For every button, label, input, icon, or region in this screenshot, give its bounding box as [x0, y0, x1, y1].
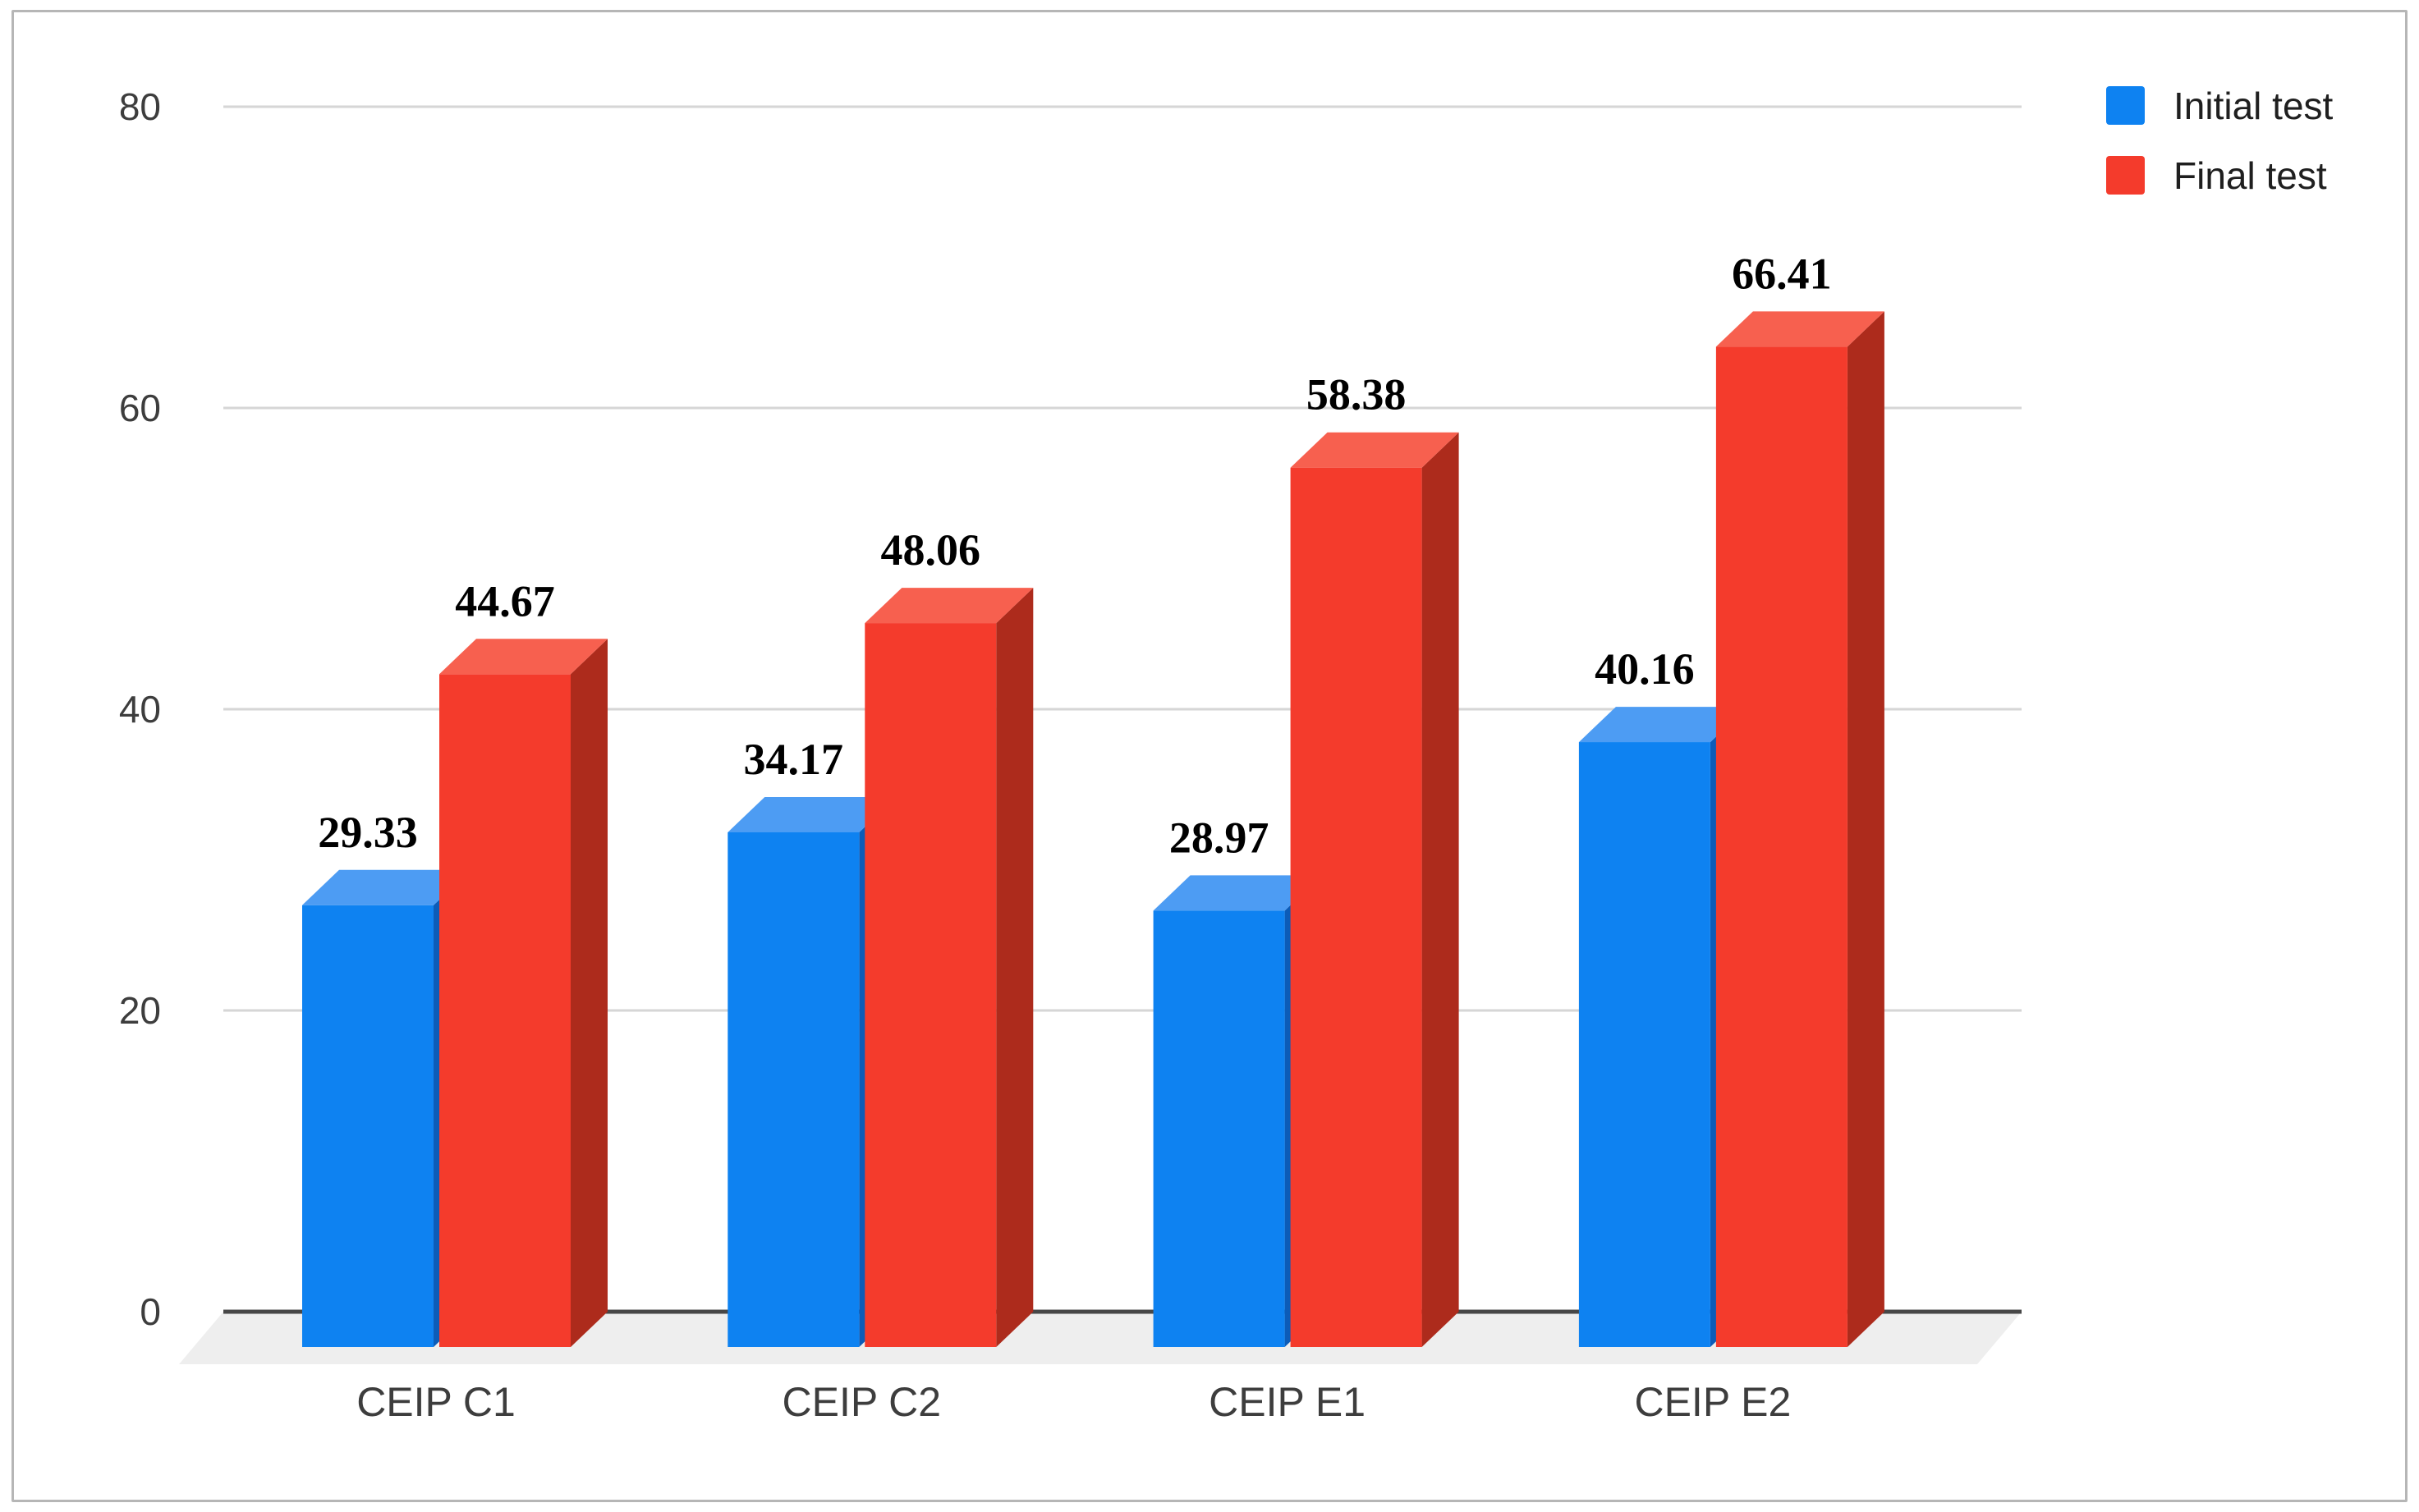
data-label-initial-test-ceip-c2: 34.17 — [744, 735, 844, 784]
bar-top-initial-test-ceip-c2 — [728, 796, 897, 832]
data-label-initial-test-ceip-c1: 29.33 — [318, 808, 418, 857]
bar-top-initial-test-ceip-e1 — [1153, 875, 1322, 911]
category-label-ceip-c1: CEIP C1 — [356, 1379, 516, 1425]
y-tick-label-20: 20 — [119, 989, 161, 1032]
legend-item-final-test: Final test — [2106, 153, 2333, 197]
bar-initial-test-ceip-e2 — [1578, 742, 1710, 1347]
chart-floor — [179, 1312, 2022, 1364]
bar-final-test-ceip-c1 — [439, 674, 571, 1347]
category-label-ceip-c2: CEIP C2 — [782, 1379, 941, 1425]
y-tick-label-80: 80 — [119, 85, 161, 128]
bar-top-initial-test-ceip-c1 — [302, 869, 470, 905]
bar-top-final-test-ceip-c2 — [865, 588, 1034, 624]
y-tick-label-40: 40 — [119, 688, 161, 731]
data-label-initial-test-ceip-e1: 28.97 — [1169, 813, 1269, 862]
legend-label-initial-test: Initial test — [2173, 84, 2334, 127]
bar-side-final-test-ceip-e1 — [1421, 432, 1459, 1347]
legend-swatch-final-test — [2106, 156, 2145, 195]
data-label-final-test-ceip-e2: 66.41 — [1732, 249, 1832, 298]
bar-side-final-test-ceip-c1 — [571, 639, 608, 1347]
legend-label-final-test: Final test — [2173, 153, 2327, 197]
data-label-final-test-ceip-c2: 48.06 — [881, 525, 981, 575]
legend-item-initial-test: Initial test — [2106, 84, 2334, 127]
bar-final-test-ceip-c2 — [865, 623, 997, 1347]
bar-initial-test-ceip-c2 — [728, 832, 860, 1347]
y-tick-label-0: 0 — [140, 1290, 161, 1333]
bar-side-final-test-ceip-c2 — [996, 588, 1034, 1347]
category-label-ceip-e2: CEIP E2 — [1634, 1379, 1791, 1425]
bar-final-test-ceip-e2 — [1715, 346, 1848, 1348]
bar-final-test-ceip-e1 — [1290, 467, 1422, 1347]
data-label-initial-test-ceip-e2: 40.16 — [1595, 644, 1695, 694]
bar-top-initial-test-ceip-e2 — [1578, 707, 1747, 743]
bar-top-final-test-ceip-c1 — [439, 639, 608, 675]
data-label-final-test-ceip-e1: 58.38 — [1306, 370, 1407, 419]
bar-side-final-test-ceip-e2 — [1847, 311, 1884, 1348]
chart-legend: Initial test Final test — [2106, 84, 2334, 226]
bar-top-final-test-ceip-e2 — [1715, 311, 1884, 347]
legend-swatch-initial-test — [2106, 86, 2145, 125]
bar-initial-test-ceip-e1 — [1153, 910, 1285, 1347]
category-label-ceip-e1: CEIP E1 — [1209, 1379, 1366, 1425]
bar-initial-test-ceip-c1 — [302, 905, 434, 1347]
y-tick-label-60: 60 — [119, 387, 161, 429]
bar-top-final-test-ceip-e1 — [1290, 432, 1459, 468]
data-label-final-test-ceip-c1: 44.67 — [455, 576, 555, 625]
